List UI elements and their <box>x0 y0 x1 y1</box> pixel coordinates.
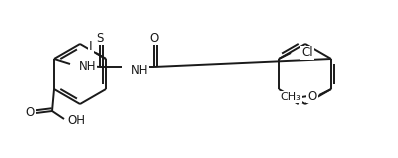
Text: CH₃: CH₃ <box>281 92 301 102</box>
Text: I: I <box>89 40 93 52</box>
Text: NH: NH <box>131 64 148 76</box>
Text: O: O <box>307 89 316 103</box>
Text: NH: NH <box>79 61 97 73</box>
Text: O: O <box>25 106 35 118</box>
Text: OH: OH <box>67 115 85 128</box>
Text: O: O <box>149 31 159 45</box>
Text: S: S <box>96 31 104 45</box>
Text: Cl: Cl <box>301 46 313 60</box>
